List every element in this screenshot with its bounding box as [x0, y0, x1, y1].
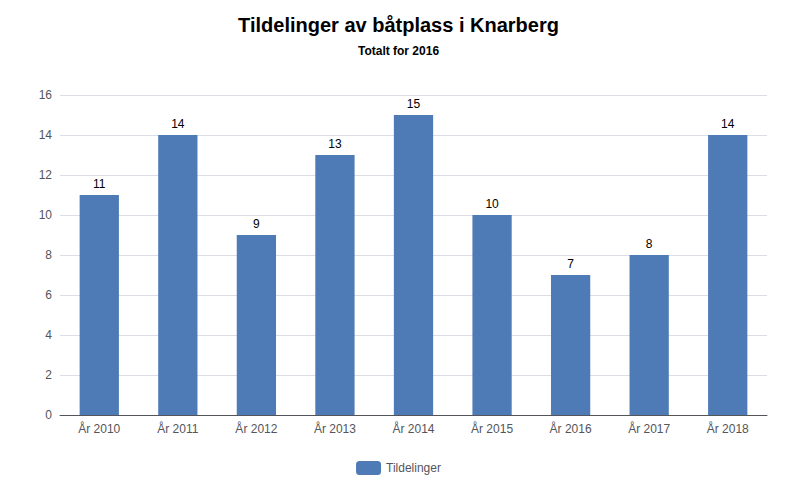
svg-text:11: 11 — [93, 177, 106, 191]
svg-text:År 2017: År 2017 — [628, 421, 670, 436]
svg-text:År 2011: År 2011 — [157, 421, 198, 436]
svg-text:12: 12 — [39, 168, 53, 182]
svg-text:Totalt for 2016: Totalt for 2016 — [358, 44, 439, 58]
svg-text:8: 8 — [45, 248, 52, 262]
svg-text:2: 2 — [45, 368, 52, 382]
svg-text:År 2015: År 2015 — [471, 421, 513, 436]
svg-text:År 2010: År 2010 — [78, 421, 120, 436]
svg-text:16: 16 — [39, 88, 53, 102]
svg-text:6: 6 — [45, 288, 52, 302]
svg-text:År 2012: År 2012 — [235, 421, 277, 436]
svg-text:13: 13 — [328, 137, 342, 151]
svg-text:År 2014: År 2014 — [392, 421, 434, 436]
svg-text:8: 8 — [646, 237, 653, 251]
svg-text:0: 0 — [45, 408, 52, 422]
svg-text:14: 14 — [39, 128, 53, 142]
svg-text:År 2016: År 2016 — [550, 421, 592, 436]
svg-text:År 2013: År 2013 — [314, 421, 356, 436]
svg-text:7: 7 — [567, 257, 574, 271]
svg-text:10: 10 — [39, 208, 53, 222]
svg-text:10: 10 — [485, 197, 499, 211]
svg-text:15: 15 — [407, 97, 421, 111]
svg-text:Tildelinger av båtplass i Knar: Tildelinger av båtplass i Knarberg — [238, 14, 559, 36]
svg-text:14: 14 — [721, 117, 735, 131]
svg-text:År 2018: År 2018 — [707, 421, 749, 436]
svg-text:9: 9 — [253, 217, 260, 231]
svg-text:4: 4 — [45, 328, 52, 342]
svg-text:14: 14 — [171, 117, 185, 131]
svg-text:Tildelinger: Tildelinger — [386, 461, 441, 475]
